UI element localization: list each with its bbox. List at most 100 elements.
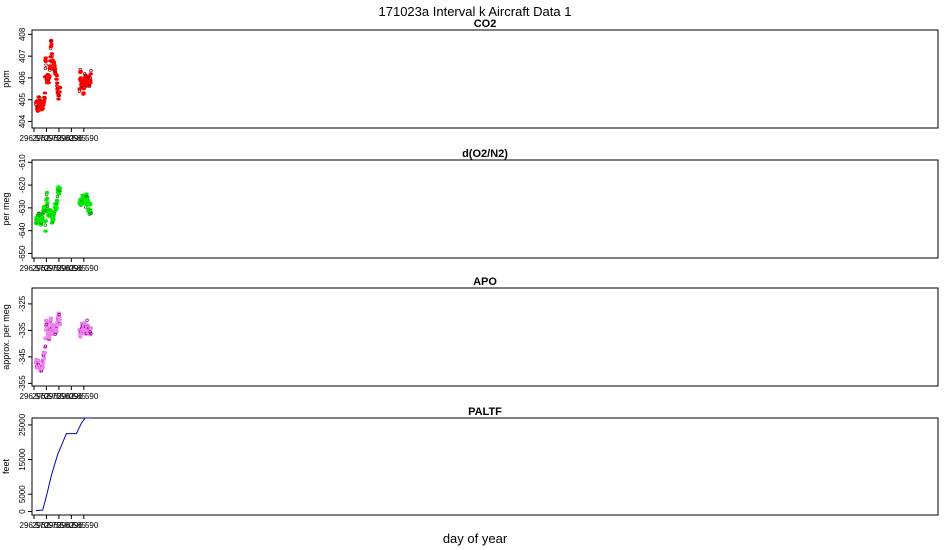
data-point: [77, 89, 82, 93]
series-line: [35, 417, 92, 511]
x-tick-label: 296.570: [20, 264, 49, 273]
data-point: [49, 52, 54, 56]
y-axis-label: ppm: [1, 70, 11, 88]
data-point: [55, 84, 59, 88]
data-point: [88, 72, 94, 76]
data-point: [55, 199, 60, 203]
data-point: [55, 81, 60, 85]
data-point: [57, 192, 62, 196]
data-point: [88, 330, 92, 334]
data-point: [54, 77, 59, 81]
y-tick-label: -335: [18, 322, 27, 339]
x-tick-label: 296.570: [20, 521, 49, 530]
data-point: [43, 229, 48, 233]
data-point: [54, 327, 59, 331]
panel-title: APO: [473, 276, 497, 288]
x-tick-label: 296.575: [32, 134, 61, 143]
data-point: [54, 330, 59, 334]
y-tick-label: 25000: [18, 413, 27, 436]
panel-title: d(O2/N2): [462, 148, 508, 160]
data-point: [45, 322, 49, 326]
data-point: [78, 335, 83, 339]
data-point: [45, 201, 50, 205]
data-point: [52, 67, 58, 71]
x-axis-label: day of year: [443, 531, 508, 546]
y-tick-label: 15000: [18, 448, 27, 471]
y-tick-label: -650: [18, 245, 27, 262]
data-point: [56, 97, 61, 101]
y-axis-label: approx. per meg: [1, 304, 11, 370]
data-point: [57, 313, 61, 317]
data-point: [85, 318, 89, 322]
data-point: [48, 55, 53, 59]
data-point: [42, 97, 47, 100]
panel-title: PALTF: [468, 406, 502, 418]
x-tick-label: 296.590: [69, 521, 98, 530]
data-point: [43, 223, 47, 227]
x-tick-label: 296.570: [20, 134, 49, 143]
data-point: [49, 39, 54, 43]
data-point: [43, 60, 48, 63]
data-point: [84, 192, 89, 196]
y-tick-label: 408: [18, 27, 27, 41]
data-point: [89, 69, 93, 73]
y-tick-label: 0: [18, 509, 27, 514]
data-point: [85, 199, 91, 203]
data-point: [57, 86, 63, 89]
data-point: [88, 78, 93, 82]
data-point: [46, 333, 51, 337]
data-point: [87, 84, 92, 88]
y-tick-label: 406: [18, 71, 27, 85]
data-point: [51, 60, 57, 64]
data-point: [50, 54, 54, 58]
x-tick-label: 296.590: [69, 264, 98, 273]
x-tick-label: 296.585: [57, 392, 86, 401]
y-tick-label: -355: [18, 375, 27, 392]
data-point: [53, 69, 57, 73]
y-tick-label: -620: [18, 177, 27, 194]
data-point: [43, 66, 47, 71]
data-point: [51, 217, 56, 221]
x-tick-label: 296.575: [32, 264, 61, 273]
data-point: [88, 81, 93, 85]
data-point: [40, 366, 45, 370]
data-point: [83, 73, 88, 77]
x-tick-label: 296.580: [44, 521, 73, 530]
data-point: [44, 318, 49, 322]
data-point: [40, 216, 45, 220]
y-tick-label: -345: [18, 348, 27, 365]
data-point: [44, 190, 50, 194]
x-tick-label: 296.575: [32, 392, 61, 401]
x-tick-label: 296.590: [69, 134, 98, 143]
y-tick-label: -610: [18, 154, 27, 171]
data-point: [54, 74, 60, 78]
y-tick-label: -325: [18, 295, 27, 312]
data-point: [36, 358, 41, 362]
plot-frame: [31, 159, 939, 259]
data-point: [42, 91, 48, 95]
data-point: [57, 318, 62, 322]
data-point: [46, 81, 51, 85]
plot-frame: [31, 417, 939, 516]
data-point: [57, 186, 63, 190]
data-point: [89, 211, 93, 216]
y-axis-label: per meg: [1, 192, 11, 225]
data-point: [52, 64, 57, 68]
plot-frame: [31, 29, 939, 129]
data-point: [77, 87, 83, 91]
data-point: [40, 107, 45, 111]
data-point: [34, 222, 39, 226]
data-point: [57, 323, 63, 327]
data-point: [49, 42, 54, 46]
y-tick-label: -630: [18, 199, 27, 216]
panels: CO2ppm296.570296.575296.580296.585296.59…: [1, 18, 939, 530]
x-tick-label: 296.580: [44, 264, 73, 273]
data-point: [43, 219, 48, 223]
x-tick-label: 296.585: [57, 134, 86, 143]
data-point: [36, 95, 41, 99]
data-point: [38, 96, 42, 100]
data-point: [41, 356, 47, 360]
data-point: [40, 361, 46, 365]
data-point: [78, 69, 83, 73]
